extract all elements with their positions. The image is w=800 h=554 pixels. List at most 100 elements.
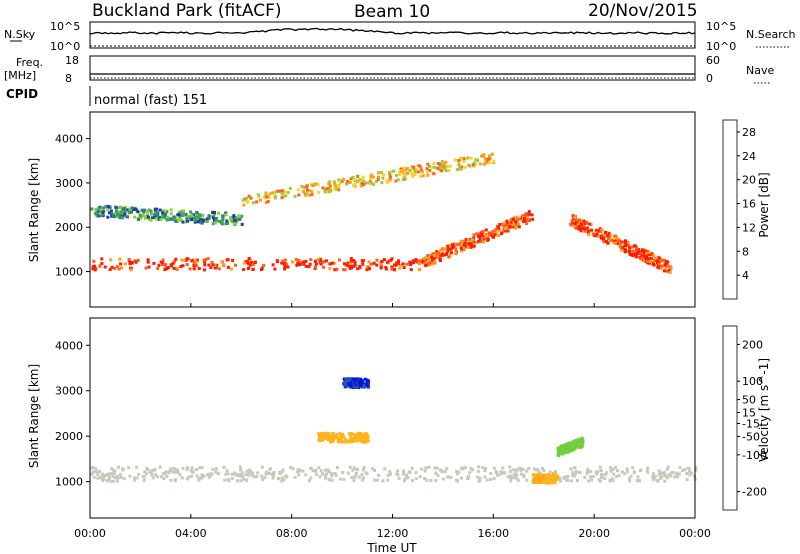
power-cell — [487, 154, 491, 158]
velocity-cell — [359, 377, 362, 381]
velocity-cell — [326, 432, 330, 436]
velocity-cell — [537, 470, 541, 474]
power-cell — [116, 215, 120, 218]
velocity-cell — [362, 476, 366, 480]
power-cell — [181, 220, 185, 224]
velocity-cell — [329, 440, 333, 444]
velocity-cell — [562, 476, 566, 480]
power-cell — [195, 218, 199, 222]
velocity-cell — [436, 474, 440, 477]
power-cell — [314, 265, 317, 269]
power-cell — [627, 244, 631, 248]
power-cell — [360, 182, 364, 185]
velocity-cell — [519, 469, 523, 473]
power-cell — [170, 264, 174, 268]
power-cell — [374, 180, 378, 183]
power-cell — [123, 212, 127, 216]
power-cell — [587, 233, 591, 236]
power-cell — [331, 261, 334, 265]
power-cell — [579, 229, 583, 233]
velocity-panel: 1000 2000 3000 4000 Slant Range [km] 200 100… — [27, 317, 771, 519]
velocity-cell — [356, 439, 360, 443]
velocity-cell — [320, 432, 324, 435]
velocity-cell — [153, 467, 157, 471]
y-tick-label: 2000 — [55, 221, 83, 234]
velocity-cell — [321, 472, 324, 476]
power-cell — [206, 257, 210, 261]
velocity-cell — [628, 479, 632, 483]
velocity-cell — [280, 479, 284, 483]
velocity-cell — [148, 470, 152, 474]
power-cell — [185, 216, 189, 220]
freq-frame — [89, 55, 696, 81]
power-cell — [525, 213, 529, 217]
power-cell — [393, 263, 397, 267]
power-cell — [283, 267, 287, 271]
velocity-cell — [361, 440, 365, 444]
velocity-cell — [434, 471, 438, 475]
velocity-cell — [335, 433, 339, 437]
power-cell — [478, 234, 482, 238]
power-cell — [127, 257, 131, 261]
velocity-cell — [110, 467, 114, 471]
velocity-cell — [599, 473, 603, 476]
nsky-tick-high: 10^5 — [50, 20, 80, 33]
power-cell — [211, 222, 215, 226]
cpid-panel: CPID normal (fast) 151 — [6, 86, 207, 108]
power-cell — [587, 222, 591, 226]
power-cell — [486, 157, 490, 161]
velocity-cell — [525, 478, 529, 482]
power-cell — [369, 173, 373, 177]
power-cell — [299, 261, 303, 265]
power-cell — [207, 214, 211, 218]
power-cell — [608, 239, 612, 243]
velocity-cell — [343, 437, 347, 441]
velocity-cell — [251, 474, 254, 477]
x-tick-label: 04:00 — [175, 527, 207, 540]
power-cell — [127, 211, 131, 215]
velocity-cell — [245, 479, 248, 483]
power-cell — [484, 234, 488, 238]
power-cell — [100, 257, 104, 261]
velocity-cell — [161, 471, 165, 475]
velocity-cell — [475, 475, 479, 479]
power-cell — [159, 218, 163, 221]
power-cell — [668, 271, 672, 274]
power-cell — [146, 260, 150, 264]
power-cell — [305, 188, 309, 192]
power-cell — [110, 265, 114, 269]
velocity-cell — [443, 470, 447, 474]
power-cell — [308, 189, 312, 193]
power-cell — [361, 175, 365, 179]
power-cell — [153, 207, 157, 211]
velocity-cell — [540, 480, 544, 484]
velocity-cell — [567, 445, 571, 449]
velocity-cell — [675, 472, 679, 476]
power-cell — [405, 172, 409, 176]
velocity-cell — [576, 479, 579, 482]
power-cell — [282, 193, 286, 197]
velocity-cell — [350, 432, 354, 436]
velocity-cell — [573, 440, 577, 443]
velocity-cell — [525, 469, 529, 473]
power-cell — [458, 164, 462, 168]
power-cell — [402, 175, 406, 179]
velocity-cell — [346, 439, 350, 443]
power-cell — [143, 216, 147, 220]
velocity-cell — [596, 470, 600, 474]
power-cell — [117, 267, 121, 271]
power-cell — [369, 262, 373, 266]
power-cell — [380, 259, 384, 263]
power-cell — [211, 263, 215, 266]
power-cell — [169, 208, 173, 212]
velocity-cell — [94, 467, 98, 471]
velocity-cell — [341, 471, 345, 474]
power-cell — [264, 201, 268, 204]
velocity-cell — [214, 467, 218, 471]
velocity-cell — [281, 468, 285, 472]
velocity-cell — [360, 379, 363, 383]
power-cell — [599, 230, 603, 234]
velocity-cell — [133, 478, 136, 482]
velocity-cell — [683, 468, 687, 471]
power-cell — [441, 251, 445, 255]
